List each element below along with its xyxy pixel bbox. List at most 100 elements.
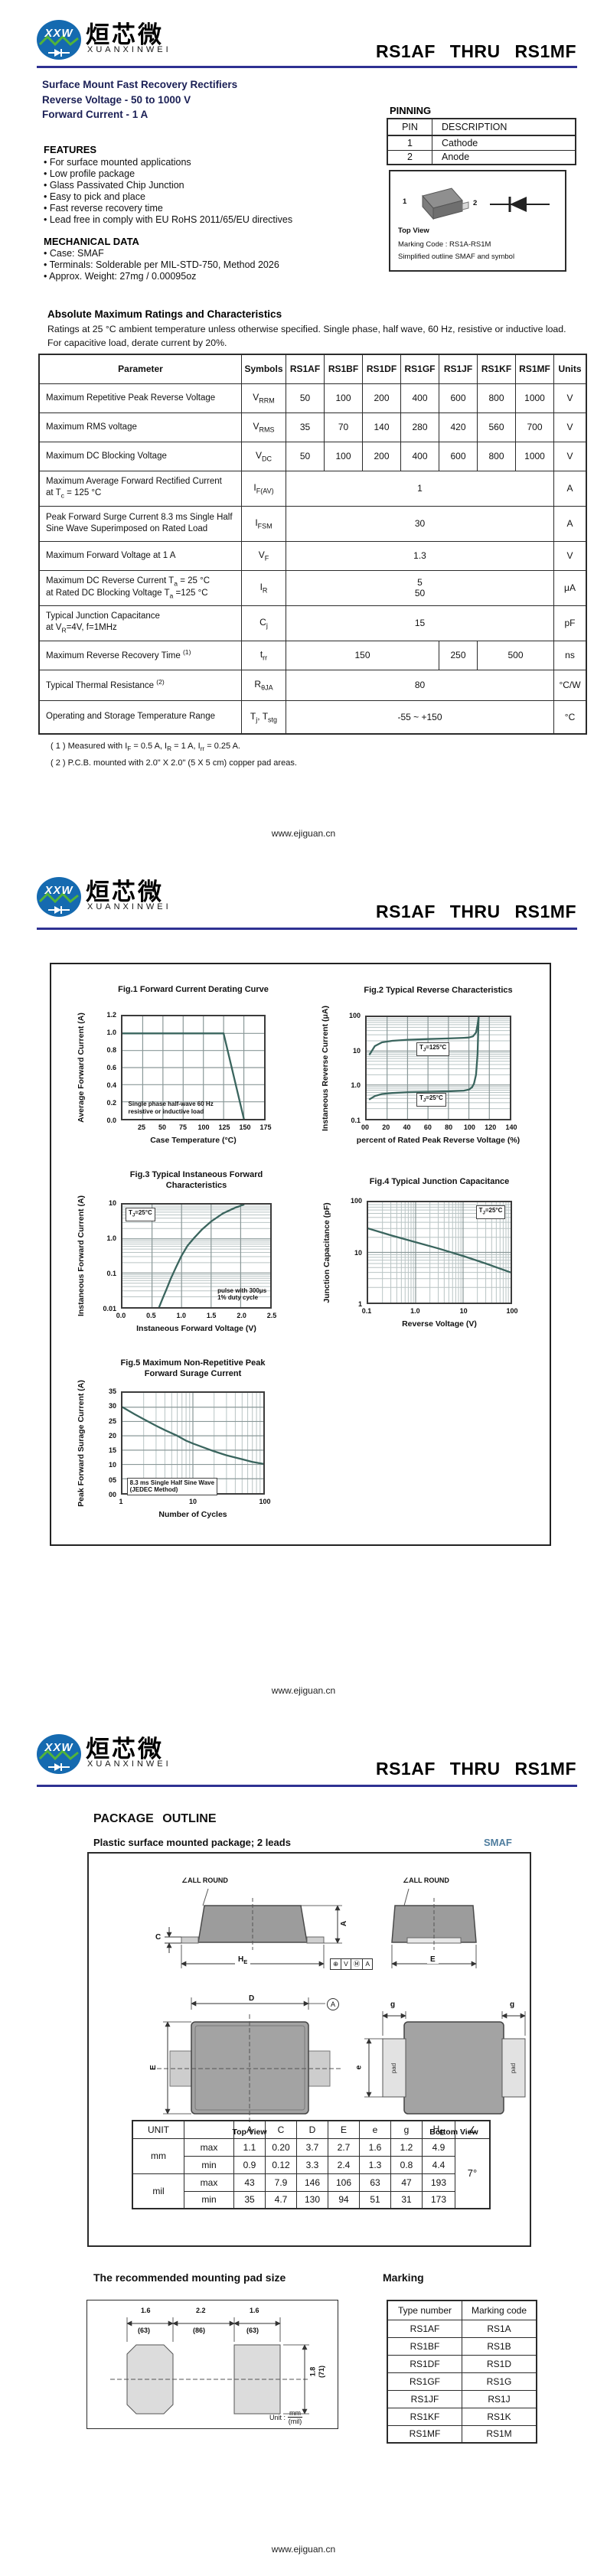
mechanical-item: • Approx. Weight: 27mg / 0.00095oz [44, 271, 197, 282]
brand-logo-icon: XXW [37, 20, 81, 60]
ratings-header-cell: RS1JF [439, 354, 478, 384]
x-tick-label: 100 [197, 1123, 210, 1131]
ratings-symbol-cell: IF(AV) [241, 470, 286, 507]
y-tick-label: 25 [108, 1417, 116, 1425]
y-tick-label: 1.0 [106, 1029, 116, 1036]
dims-value-cell: 193 [422, 2173, 455, 2192]
ratings-header-row: Parameter Symbols RS1AF RS1BF RS1DF RS1GF RS1J… [38, 354, 587, 384]
data-curve [368, 1016, 480, 1055]
logo-initials: XXW [44, 27, 73, 40]
logo-zigzag-icon [38, 34, 79, 47]
x-tick-label: 80 [445, 1123, 453, 1131]
ratings-symbol-cell: RθJA [241, 669, 286, 701]
page-footer-url: www.ejiguan.cn [271, 828, 336, 839]
pinning-header-cell: DESCRIPTION [432, 118, 576, 136]
dim-c-label: C [155, 1933, 162, 1942]
dims-row: mm max 1.1 0.20 3.7 2.7 1.6 1.2 4.9 7° [132, 2137, 491, 2209]
x-tick-label: 60 [423, 1123, 432, 1131]
brand-logo: XXW 烜芯微 XUANXINWEI [37, 20, 266, 66]
figure-title: Fig.3 Typical Instaneous Forward [129, 1170, 263, 1179]
ratings-value-cell: -55 ~ +150 [286, 699, 554, 735]
datum-a-circle: A [327, 1998, 339, 2010]
figure-title: Forward Surage Current [144, 1369, 242, 1378]
all-round-label: ∠ALL ROUND [181, 1877, 228, 1884]
pad-dim-mil: (86) [193, 2327, 206, 2334]
dims-angle-cell: 7° [455, 2137, 491, 2209]
ratings-value-cell: 280 [400, 412, 439, 442]
ratings-symbol-cell: VF [241, 540, 286, 571]
dims-row: mil max 43 7.9 146 106 63 47 193 [132, 2173, 490, 2209]
ratings-symbol-cell: VRMS [241, 412, 286, 442]
header-rule [37, 1785, 577, 1787]
pinning-cell: 2 [387, 149, 432, 165]
package-outline-title: PACKAGE OUTLINE [93, 1812, 217, 1825]
x-tick-label: 0.5 [146, 1312, 156, 1319]
brand-name-cn: 烜芯微 [86, 1736, 164, 1762]
dims-value-cell: 51 [359, 2190, 391, 2209]
pad-dim-mm: 1.6 [250, 2307, 259, 2314]
all-round-label: ∠ALL ROUND [403, 1877, 449, 1884]
dims-value-cell: 4.7 [265, 2190, 297, 2209]
marking-row: RS1GF RS1G [387, 2372, 537, 2391]
ratings-value-cell: 560 [477, 412, 516, 442]
ratings-unit-cell: A [553, 470, 587, 507]
ratings-param-cell: Maximum Reverse Recovery Time (1) [38, 640, 242, 670]
datum-frame-cell: ⊕ [331, 1959, 342, 1969]
ratings-value-cell: 700 [515, 412, 554, 442]
y-tick-label: 10 [108, 1199, 116, 1207]
x-tick-label: 140 [505, 1123, 517, 1131]
figure-annotation: 8.3 ms Single Half Sine Wave (JEDEC Metho… [126, 1477, 218, 1495]
y-tick-label: 1.2 [106, 1011, 116, 1019]
figure-grid-svg [122, 1203, 270, 1309]
diode-symbol-icon [490, 197, 550, 212]
dims-value-cell: 1.3 [359, 2155, 391, 2174]
marking-cell: RS1MF [387, 2424, 462, 2444]
marking-code-label: Marking Code : RS1A-RS1M [398, 240, 491, 249]
unit-word: Unit : [269, 2413, 286, 2421]
ratings-unit-cell: V [553, 540, 587, 571]
dims-header-cell [184, 2120, 234, 2139]
x-tick-label: 0.0 [116, 1312, 126, 1319]
pad-dim-mm: 2.2 [196, 2307, 206, 2314]
figure-plot: TJ=25°C [367, 1201, 512, 1304]
dims-label-cell: max [184, 2173, 234, 2192]
dims-header-cell: UNIT [132, 2120, 184, 2139]
x-tick-label: 100 [463, 1123, 475, 1131]
dims-value-cell: 0.20 [265, 2137, 297, 2157]
x-tick-label: 10 [459, 1307, 468, 1315]
ratings-param-cell: Maximum Forward Voltage at 1 A [38, 540, 242, 571]
ratings-header-cell: RS1MF [515, 354, 554, 384]
figure-plot: TJ=125°C TJ=25°C [365, 1016, 511, 1120]
dims-header-cell: e [359, 2120, 391, 2139]
datum-frame-cell: Ⓜ [351, 1959, 364, 1969]
y-tick-label: 0.1 [106, 1270, 116, 1277]
figure-title: Characteristics [165, 1181, 227, 1190]
dims-value-cell: 4.9 [422, 2137, 455, 2157]
ratings-header-cell: Symbols [241, 354, 286, 384]
outline-top-view: D A E Top View [134, 1991, 364, 2144]
ratings-unit-cell: A [553, 505, 587, 542]
data-curve [158, 1203, 245, 1309]
marking-cell: RS1A [462, 2319, 537, 2338]
y-tick-label: 1.0 [351, 1081, 361, 1090]
figure-plot: Single phase half-wave 60 Hz resistive or… [121, 1015, 266, 1120]
x-tick-label: 150 [239, 1123, 251, 1131]
y-tick-label: 0.4 [106, 1081, 116, 1089]
feature-item: • Lead free in comply with EU RoHS 2011/… [44, 214, 293, 225]
x-tick-label: 1.0 [410, 1307, 420, 1315]
marking-cell: RS1J [462, 2389, 537, 2408]
ratings-value-cell: 50 [286, 441, 325, 471]
feature-item: • Easy to pick and place [44, 191, 145, 202]
unit-mil: (mil) [288, 2418, 302, 2425]
dims-header-cell: HE [422, 2120, 455, 2139]
x-tick-label: 175 [259, 1123, 272, 1131]
ratings-symbol-cell: VRRM [241, 383, 286, 413]
x-tick-label: 120 [485, 1123, 497, 1131]
ratings-value-cell: 1000 [515, 383, 554, 413]
dims-label-cell: mil [132, 2173, 184, 2209]
logo-initials: XXW [44, 1741, 73, 1754]
data-curve [121, 1032, 245, 1120]
ratings-note: ( 1 ) Measured with IF = 0.5 A, IR = 1 A… [51, 742, 240, 753]
